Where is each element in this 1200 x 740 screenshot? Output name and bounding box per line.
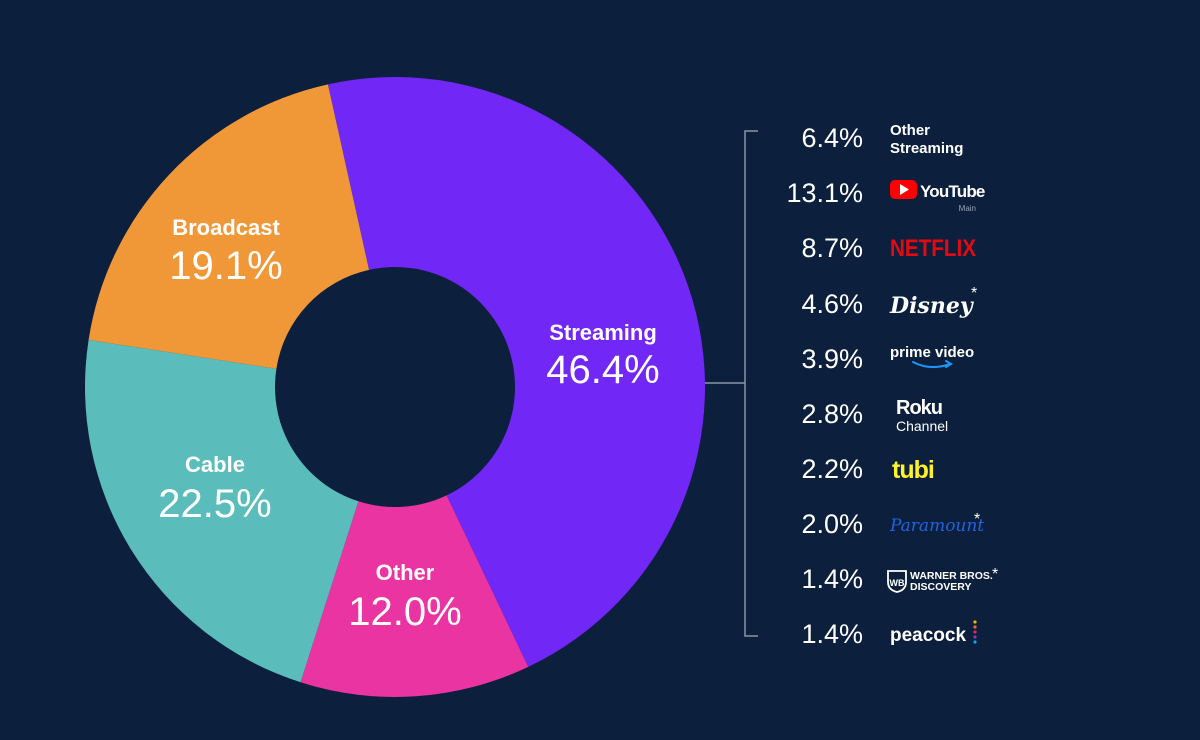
breakdown-row: 13.1% YouTube Main [786,178,986,213]
breakdown-row: 3.9% prime video [801,344,974,374]
breakdown-row: 1.4% peacock [801,619,977,649]
tubi-logo: tubi [892,456,934,484]
breakdown-value: 2.0% [801,509,863,539]
breakdown-value: 2.8% [801,399,863,429]
prime-video-logo: prime video [890,344,974,368]
paramount-wordmark: Paramount [889,516,984,536]
warner-bros-line: WARNER BROS. [910,570,993,582]
breakdown-value: 8.7% [801,233,863,263]
donut-slice-broadcast [88,84,370,369]
other-streaming-line1: Other [890,122,930,139]
segment-value-other: 12.0% [348,590,461,634]
roku-wordmark: Roku [896,397,942,419]
segment-value-broadcast: 19.1% [169,244,282,288]
disney-asterisk: * [971,285,977,302]
youtube-logo: YouTube Main [890,180,986,213]
paramount-logo: Paramount * [889,511,984,536]
breakdown-row: 2.0% Paramount * [801,509,984,539]
breakdown-value: 1.4% [801,564,863,594]
streaming-breakdown-list: 6.4% Other Streaming 13.1% YouTube Main … [786,122,998,649]
breakdown-value: 2.2% [801,454,863,484]
peacock-dots-icon [973,620,977,644]
breakdown-row: 6.4% Other Streaming [801,122,963,157]
breakdown-row: 1.4% WB WARNER BROS. DISCOVERY * [801,564,998,594]
segment-name-cable: Cable [185,452,245,477]
segment-label-broadcast: Broadcast 19.1% [169,215,282,288]
wb-shield-letters: WB [890,578,905,588]
segment-name-broadcast: Broadcast [172,215,280,240]
donut-slice-streaming [327,77,705,667]
discovery-line: DISCOVERY [910,581,971,593]
disney-logo: Disney * [889,285,977,319]
disney-wordmark: Disney [889,293,975,319]
breakdown-row: 2.8% Roku Channel [801,397,948,434]
breakdown-value: 6.4% [801,123,863,153]
breakdown-row: 2.2% tubi [801,454,934,484]
wbd-asterisk: * [992,566,998,583]
warner-bros-discovery-logo: WB WARNER BROS. DISCOVERY * [887,566,998,593]
prime-arrow-head-icon [945,360,953,368]
donut-slice-other [300,495,529,697]
roku-channel-logo: Roku Channel [896,397,948,434]
donut-slice-cable [84,339,359,683]
segment-name-streaming: Streaming [549,320,657,345]
segment-value-cable: 22.5% [158,482,271,526]
other-streaming-line2: Streaming [890,140,963,157]
netflix-logo: NETFLIX [890,235,976,262]
breakdown-value: 4.6% [801,289,863,319]
prime-video-wordmark: prime video [890,344,974,361]
segment-label-other: Other 12.0% [348,560,461,634]
breakdown-row: 8.7% NETFLIX [801,233,976,263]
breakdown-value: 13.1% [786,178,863,208]
roku-channel-sub: Channel [896,418,948,434]
other-streaming-text: Other Streaming [890,122,963,157]
prime-smile-arrow-icon [912,361,951,368]
segment-value-streaming: 46.4% [546,348,659,392]
play-triangle-icon [900,184,909,195]
youtube-wordmark: YouTube [920,182,985,201]
breakdown-value: 1.4% [801,619,863,649]
breakdown-bracket [705,130,758,637]
segment-labels: Streaming 46.4% Other 12.0% Cable 22.5% … [158,215,659,634]
paramount-asterisk: * [974,511,980,528]
peacock-wordmark: peacock [890,625,966,646]
breakdown-row: 4.6% Disney * [801,285,977,319]
segment-label-cable: Cable 22.5% [158,452,271,526]
donut-chart [84,77,705,697]
breakdown-value: 3.9% [801,344,863,374]
youtube-main-sub: Main [959,204,976,213]
segment-name-other: Other [376,560,435,585]
wb-shield-icon [887,570,907,593]
segment-label-streaming: Streaming 46.4% [546,320,659,392]
peacock-logo: peacock [890,620,977,646]
